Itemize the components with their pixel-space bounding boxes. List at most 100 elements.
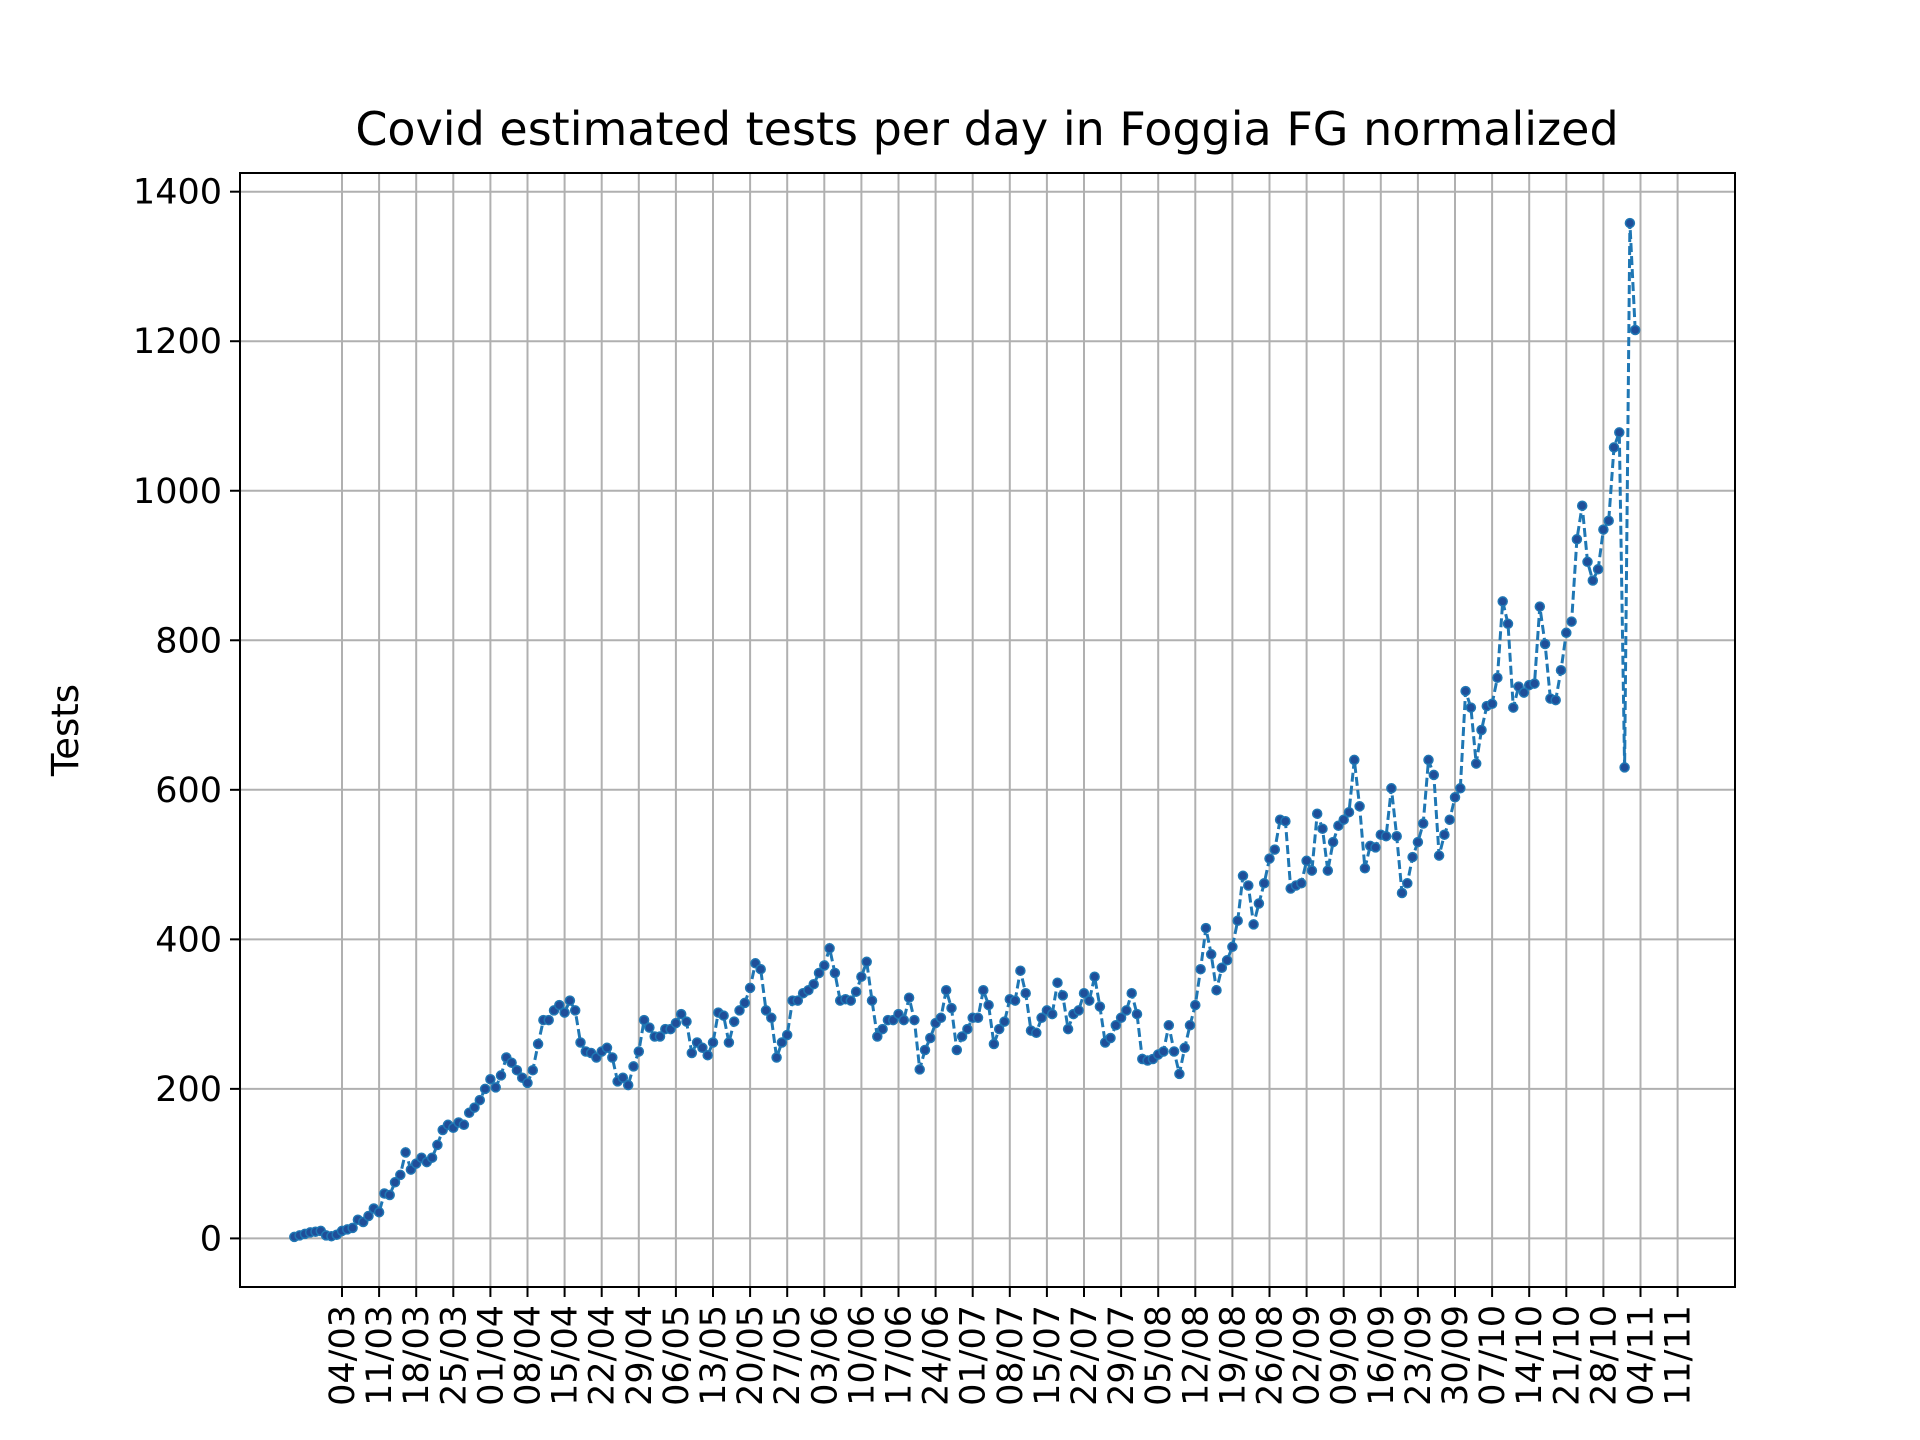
data-point — [644, 1022, 655, 1033]
x-tick-label: 11/11 — [1659, 1305, 1699, 1406]
data-point — [850, 986, 862, 997]
data-point — [1200, 922, 1212, 934]
data-point — [569, 1005, 581, 1016]
data-point — [506, 1057, 517, 1068]
data-point — [718, 1010, 729, 1021]
data-point — [1020, 987, 1031, 999]
data-point — [962, 1023, 973, 1035]
data-point — [1354, 801, 1365, 812]
data-point — [1407, 851, 1418, 863]
data-point — [432, 1139, 443, 1151]
data-point — [1587, 575, 1599, 586]
data-point — [845, 995, 857, 1006]
data-point — [1301, 855, 1312, 867]
data-point — [1412, 836, 1424, 848]
data-point — [1126, 987, 1137, 999]
data-point — [1492, 672, 1503, 683]
data-point — [654, 1031, 666, 1042]
data-point — [1476, 724, 1487, 736]
data-point — [1211, 984, 1222, 996]
data-point — [1248, 919, 1259, 930]
data-point — [495, 1070, 507, 1081]
data-point — [728, 1016, 740, 1027]
data-point — [1497, 596, 1508, 607]
data-point — [1555, 664, 1567, 676]
series-tests — [289, 217, 1641, 1243]
data-point — [543, 1014, 554, 1026]
data-point — [564, 995, 576, 1006]
data-point — [1486, 698, 1498, 710]
data-point — [781, 1029, 793, 1041]
data-point — [1237, 870, 1249, 882]
data-point — [983, 999, 994, 1011]
data-point — [697, 1042, 708, 1054]
data-point — [1508, 702, 1519, 713]
data-point — [919, 1044, 931, 1056]
data-point — [940, 984, 952, 996]
data-point — [861, 956, 872, 968]
data-point — [554, 999, 565, 1011]
data-point — [522, 1077, 533, 1089]
data-point — [1539, 638, 1551, 650]
data-point — [458, 1119, 470, 1131]
data-point — [1311, 808, 1323, 819]
data-point — [978, 984, 989, 996]
data-point — [760, 1005, 772, 1016]
x-tick-label: 08/04 — [509, 1305, 549, 1406]
x-tick-label: 15/07 — [1028, 1305, 1068, 1406]
data-point — [755, 963, 766, 975]
data-point — [1015, 965, 1026, 976]
data-point — [1179, 1042, 1190, 1054]
data-point — [1258, 878, 1270, 889]
data-point — [1264, 853, 1275, 864]
data-point — [1343, 806, 1355, 818]
data-point — [824, 943, 835, 954]
x-tick-label: 27/05 — [768, 1305, 808, 1406]
data-point — [601, 1042, 613, 1054]
x-tick-label: 06/05 — [657, 1305, 697, 1406]
y-tick-label: 1000 — [133, 472, 222, 512]
data-point — [1296, 878, 1307, 889]
data-point — [1455, 783, 1466, 794]
data-point — [1465, 702, 1477, 713]
x-tick-label: 04/03 — [323, 1305, 363, 1406]
data-point — [670, 1017, 682, 1029]
data-point — [638, 1014, 650, 1026]
x-tick-label: 29/07 — [1102, 1305, 1142, 1406]
data-point — [485, 1073, 496, 1085]
x-tick-label: 22/04 — [583, 1305, 623, 1406]
data-point — [1253, 898, 1265, 909]
data-point — [384, 1189, 395, 1201]
y-tick-label: 400 — [155, 920, 222, 960]
x-tick-label: 01/07 — [954, 1305, 994, 1406]
x-tick-label: 17/06 — [880, 1305, 920, 1406]
data-point — [1518, 687, 1530, 698]
data-point — [1582, 556, 1593, 568]
data-point — [607, 1052, 618, 1063]
data-point — [1428, 769, 1440, 781]
data-point — [347, 1222, 358, 1234]
data-point — [1216, 962, 1228, 974]
x-tick-label: 26/08 — [1251, 1305, 1291, 1406]
y-axis-label: Tests — [44, 684, 87, 777]
data-point — [1205, 949, 1217, 960]
data-point — [1163, 1020, 1175, 1031]
data-point — [707, 1037, 719, 1048]
x-tick-label: 15/04 — [546, 1305, 586, 1406]
data-point — [993, 1023, 1005, 1035]
x-tick-label: 23/09 — [1399, 1305, 1439, 1406]
data-point — [1624, 217, 1636, 229]
data-point — [1131, 1008, 1143, 1020]
data-point — [956, 1031, 968, 1042]
data-point — [1629, 324, 1641, 336]
x-tick-label: 05/08 — [1139, 1305, 1179, 1406]
data-point — [1370, 842, 1381, 853]
data-point — [622, 1079, 634, 1091]
data-point — [479, 1083, 491, 1095]
data-point — [1550, 694, 1561, 706]
x-tick-label: 30/09 — [1436, 1305, 1476, 1406]
data-point — [617, 1072, 629, 1083]
data-point — [914, 1064, 925, 1075]
data-point — [866, 995, 878, 1006]
